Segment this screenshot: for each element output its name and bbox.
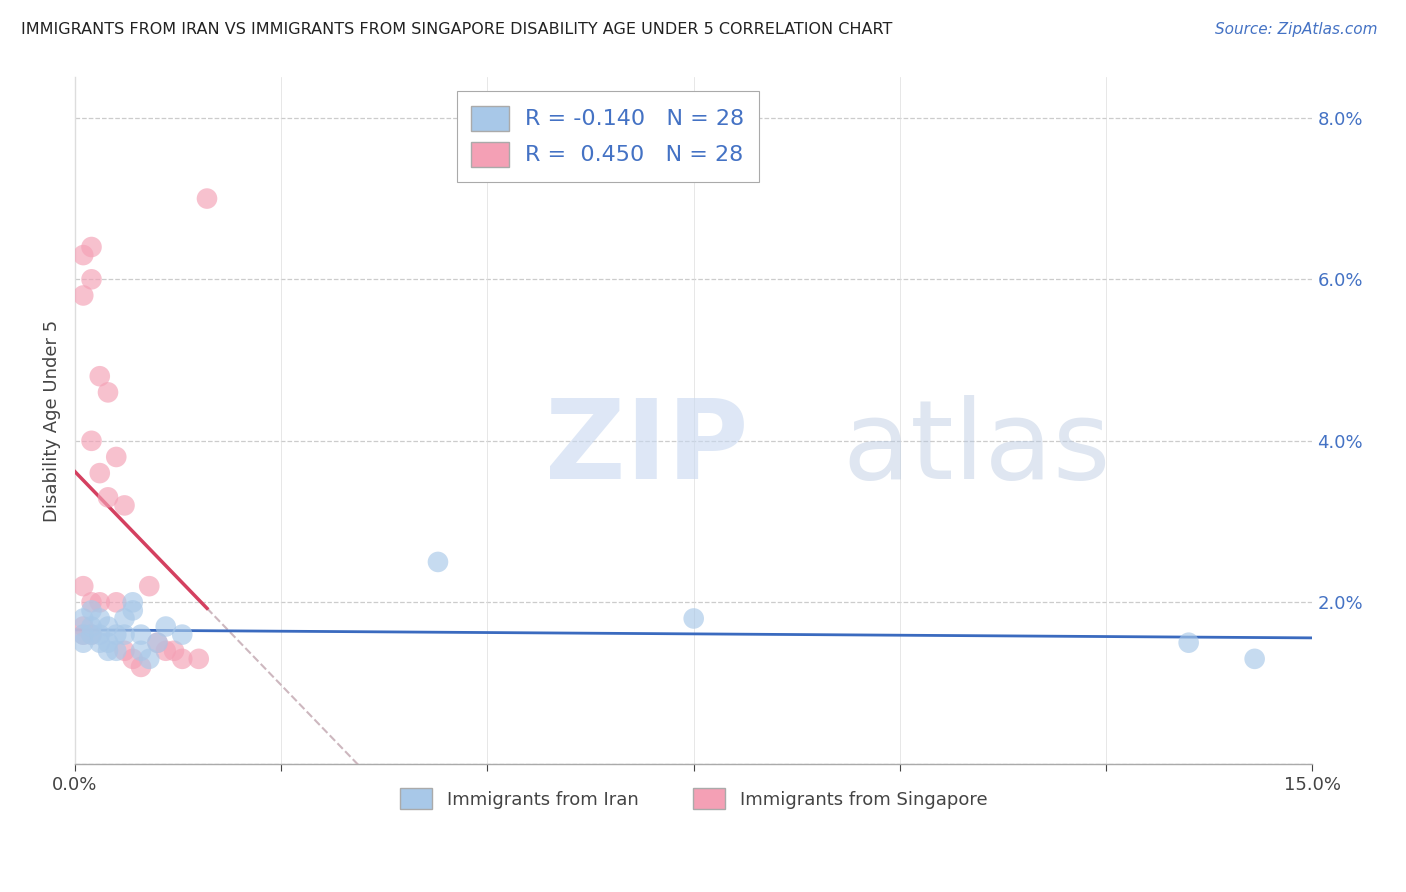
Point — [80, 240, 103, 254]
Point — [89, 636, 111, 650]
Point — [1177, 636, 1199, 650]
Point — [105, 627, 128, 641]
Point — [121, 595, 143, 609]
Text: Source: ZipAtlas.com: Source: ZipAtlas.com — [1215, 22, 1378, 37]
Point — [89, 627, 111, 641]
Point — [155, 644, 177, 658]
Point — [138, 652, 160, 666]
Point — [80, 595, 103, 609]
Point — [155, 619, 177, 633]
Point — [89, 611, 111, 625]
Y-axis label: Disability Age Under 5: Disability Age Under 5 — [44, 319, 60, 522]
Point — [80, 434, 103, 448]
Point — [114, 611, 136, 625]
Point — [172, 652, 194, 666]
Point — [97, 644, 120, 658]
Point — [682, 611, 704, 625]
Point — [89, 369, 111, 384]
Legend: Immigrants from Iran, Immigrants from Singapore: Immigrants from Iran, Immigrants from Si… — [385, 773, 1002, 823]
Point — [97, 619, 120, 633]
Point — [97, 385, 120, 400]
Point — [72, 288, 94, 302]
Point — [89, 466, 111, 480]
Point — [121, 603, 143, 617]
Point — [72, 579, 94, 593]
Point — [72, 619, 94, 633]
Text: atlas: atlas — [842, 394, 1111, 501]
Point — [146, 636, 169, 650]
Point — [80, 619, 103, 633]
Point — [163, 644, 186, 658]
Point — [72, 248, 94, 262]
Point — [72, 611, 94, 625]
Point — [187, 652, 209, 666]
Point — [427, 555, 450, 569]
Point — [80, 603, 103, 617]
Text: IMMIGRANTS FROM IRAN VS IMMIGRANTS FROM SINGAPORE DISABILITY AGE UNDER 5 CORRELA: IMMIGRANTS FROM IRAN VS IMMIGRANTS FROM … — [21, 22, 893, 37]
Point — [138, 579, 160, 593]
Point — [80, 272, 103, 286]
Point — [114, 644, 136, 658]
Point — [72, 636, 94, 650]
Point — [105, 450, 128, 464]
Point — [97, 636, 120, 650]
Point — [1243, 652, 1265, 666]
Point — [97, 491, 120, 505]
Point — [129, 660, 152, 674]
Point — [129, 627, 152, 641]
Point — [105, 644, 128, 658]
Point — [129, 644, 152, 658]
Point — [72, 627, 94, 641]
Point — [172, 627, 194, 641]
Point — [105, 595, 128, 609]
Point — [80, 627, 103, 641]
Point — [72, 627, 94, 641]
Point — [89, 595, 111, 609]
Point — [195, 192, 218, 206]
Point — [121, 652, 143, 666]
Point — [146, 636, 169, 650]
Point — [80, 627, 103, 641]
Point — [114, 499, 136, 513]
Point — [114, 627, 136, 641]
Text: ZIP: ZIP — [546, 394, 748, 501]
